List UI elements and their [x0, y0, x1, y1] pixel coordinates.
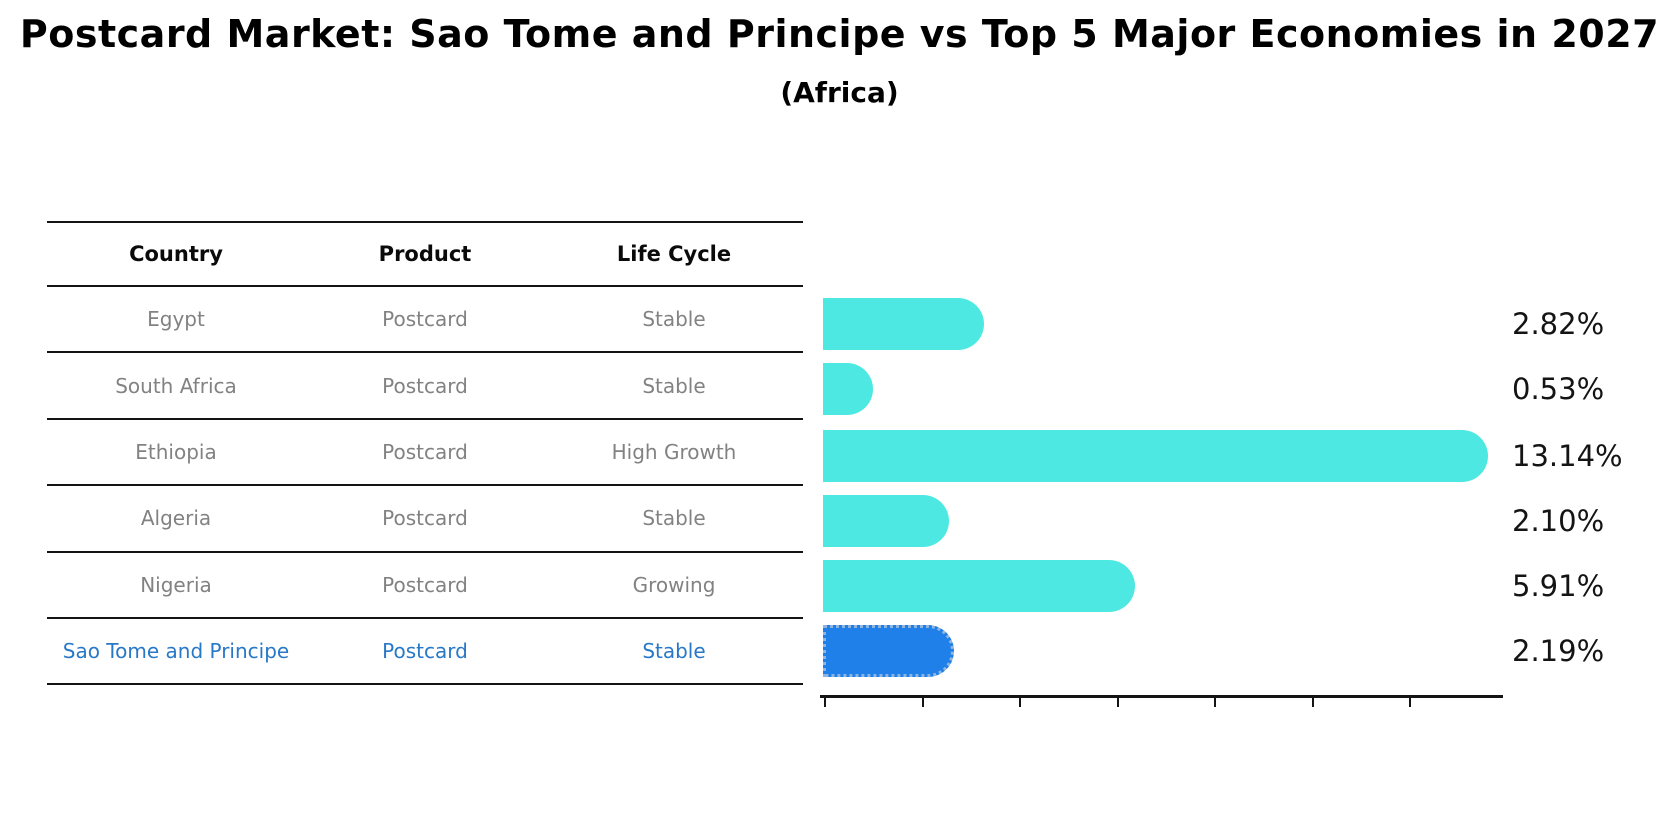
cell-product: Postcard	[382, 439, 468, 464]
x-axis-tick: 4	[1019, 698, 1021, 707]
cell-product: Postcard	[382, 373, 468, 398]
value-label: 13.14%	[1512, 439, 1623, 473]
chart-title: Postcard Market: Sao Tome and Principe v…	[19, 12, 1660, 56]
table-row: Nigeria Postcard Growing	[47, 553, 803, 619]
cell-country: Nigeria	[140, 572, 212, 597]
cell-product: Postcard	[382, 307, 468, 332]
country-table: Country Product Life Cycle Egypt Postcar…	[47, 221, 803, 686]
chart-subtitle: (Africa)	[780, 76, 899, 109]
x-axis-tick: 2	[921, 698, 924, 707]
cell-life-cycle: Stable	[642, 506, 706, 531]
table-row: Egypt Postcard Stable	[47, 287, 803, 354]
bar-ethiopia	[823, 430, 1488, 482]
cell-country: South Africa	[115, 373, 237, 398]
cell-country: Egypt	[147, 307, 205, 332]
bar-nigeria	[823, 560, 1136, 612]
bar-sao-tome-highlighted	[823, 625, 954, 677]
bar-chart: 2.82% 0.53% 13.14% 2.10% 5.91% 2.19% 0 2…	[820, 0, 1679, 823]
bar-row-south-africa: 0.53%	[823, 363, 1604, 415]
bar-row-algeria: 2.10%	[823, 495, 1604, 547]
cell-country: Algeria	[140, 506, 212, 531]
table-row: South Africa Postcard Stable	[47, 353, 803, 420]
cell-product: Postcard	[382, 639, 468, 664]
bar-row-sao-tome: 2.19%	[823, 625, 1604, 677]
bar-row-ethiopia: 13.14%	[823, 430, 1623, 482]
cell-life-cycle: Growing	[632, 572, 716, 597]
x-axis-tick: 6	[1116, 698, 1119, 707]
bar-row-egypt: 2.82%	[823, 298, 1604, 350]
x-axis-tick: 8	[1214, 698, 1216, 707]
bar-row-nigeria: 5.91%	[823, 560, 1604, 612]
bar-algeria	[823, 495, 950, 547]
value-label: 2.82%	[1512, 307, 1605, 341]
cell-product: Postcard	[382, 506, 468, 531]
table-row: Ethiopia Postcard High Growth	[47, 420, 803, 487]
x-axis-tick: 10	[1311, 698, 1314, 707]
column-header-product: Product	[378, 242, 472, 266]
cell-life-cycle: Stable	[642, 639, 706, 664]
column-header-country: Country	[129, 242, 223, 266]
bar-egypt	[823, 298, 985, 350]
cell-life-cycle: High Growth	[611, 439, 737, 464]
cell-life-cycle: Stable	[642, 307, 706, 332]
value-label: 2.19%	[1512, 634, 1605, 668]
cell-country: Ethiopia	[135, 439, 217, 464]
cell-product: Postcard	[382, 572, 468, 597]
x-axis-line	[820, 695, 1503, 698]
x-axis-tick: 0	[824, 698, 826, 707]
table-row-highlight-sao-tome: Sao Tome and Principe Postcard Stable	[47, 619, 803, 686]
cell-country: Sao Tome and Principe	[62, 639, 290, 664]
value-label: 2.10%	[1512, 504, 1605, 538]
column-header-life-cycle: Life Cycle	[616, 242, 732, 266]
value-label: 5.91%	[1512, 569, 1605, 603]
bar-south-africa	[823, 363, 873, 415]
value-label: 0.53%	[1512, 372, 1605, 406]
cell-life-cycle: Stable	[642, 373, 706, 398]
table-header-row: Country Product Life Cycle	[47, 221, 803, 287]
table-row: Algeria Postcard Stable	[47, 486, 803, 553]
x-axis-tick: 12	[1409, 698, 1411, 707]
